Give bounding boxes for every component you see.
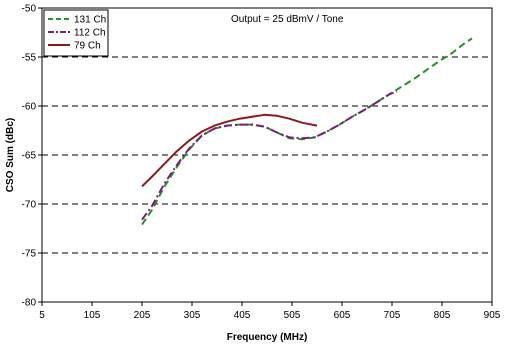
y-tick-label: -50 [22,4,37,15]
gridlines [42,56,492,254]
legend-label: 112 Ch [74,28,106,39]
x-tick-label: 905 [484,310,501,321]
x-tick-label: 305 [184,310,201,321]
series-line-79-ch [141,113,318,188]
series-line-131-ch [141,37,473,226]
y-tick-label: -70 [22,200,37,211]
annotation-output: Output = 25 dBmV / Tone [231,14,344,25]
x-tick-label: 505 [284,310,301,321]
x-axis-title: Frequency (MHz) [227,332,308,343]
y-tick-label: -65 [22,151,37,162]
axis-ticks: -50 -55 -60 -65 -70 -75 -805 105 205 305 405 505 605… [22,4,501,322]
series-line-112-ch [141,90,398,221]
x-tick-label: 805 [434,310,451,321]
y-tick-label: -55 [22,53,37,64]
legend: 131 Ch 112 Ch 79 Ch [43,9,109,57]
x-tick-label: 5 [39,310,45,321]
y-tick-label: -60 [22,102,37,113]
x-tick-label: 405 [234,310,251,321]
legend-label: 131 Ch [74,15,106,26]
y-axis-title: CSO Sum (dBc) [5,118,16,192]
series-group [141,37,473,226]
x-tick-label: 605 [334,310,351,321]
x-tick-label: 205 [134,310,151,321]
legend-label: 79 Ch [74,41,101,52]
y-tick-label: -75 [22,249,37,260]
legend-box [43,9,109,57]
x-tick-label: 105 [84,310,101,321]
y-tick-label: -80 [22,298,37,309]
x-tick-label: 705 [384,310,401,321]
